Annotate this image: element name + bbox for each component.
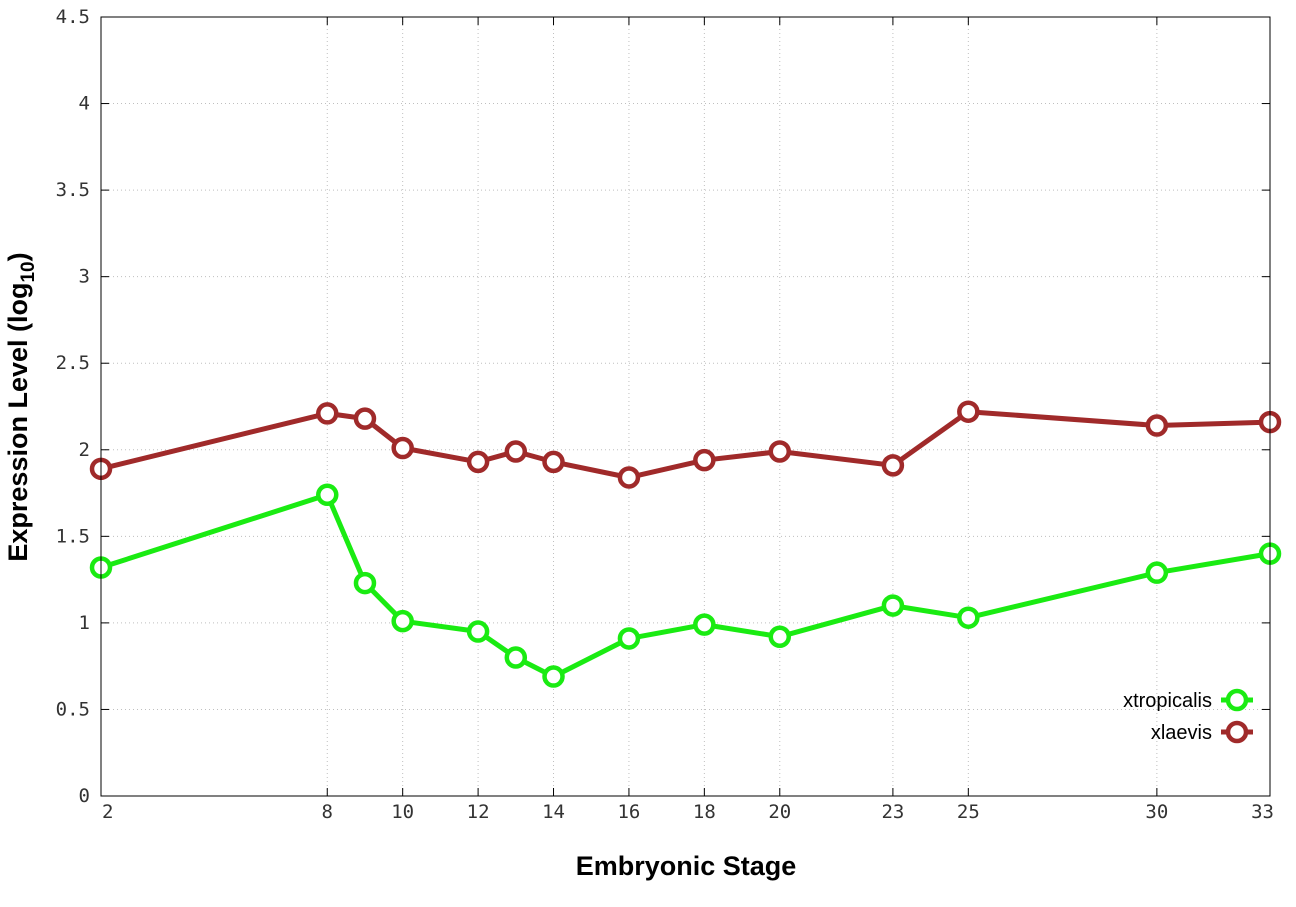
x-tick-label: 20 <box>768 801 791 823</box>
series-xtropicalis <box>89 483 1282 688</box>
legend-marker <box>1225 688 1249 712</box>
legend-marker <box>1225 720 1249 744</box>
x-axis-tick-labels: 2 8 10 12 14 16 18 20 23 25 30 33 <box>102 801 1274 823</box>
x-tick-label: 14 <box>542 801 565 823</box>
x-tick-label: 12 <box>467 801 490 823</box>
data-point <box>316 402 339 425</box>
legend: xtropicalis xlaevis <box>1123 688 1253 744</box>
data-point <box>504 440 528 463</box>
data-point <box>391 436 414 460</box>
y-tick-label: 4 <box>79 93 90 115</box>
data-point <box>542 665 565 688</box>
y-tick-label: 3.5 <box>56 179 90 201</box>
y-tick-label: 1 <box>79 612 90 634</box>
y-axis-tick-labels: 0 0.5 1 1.5 2 2.5 3 3.5 4 4.5 <box>56 6 90 807</box>
y-tick-label: 3 <box>79 266 90 288</box>
axis-ticks <box>100 16 1271 797</box>
data-point <box>353 407 377 430</box>
x-tick-label: 18 <box>693 801 716 823</box>
x-axis-title: Embryonic Stage <box>576 851 797 881</box>
data-point <box>881 454 905 477</box>
data-point <box>1145 414 1169 437</box>
y-tick-label: 2.5 <box>56 352 90 374</box>
data-point <box>1145 561 1169 584</box>
x-tick-label: 30 <box>1145 801 1168 823</box>
data-point <box>693 613 716 636</box>
data-point <box>881 594 905 617</box>
data-point <box>391 609 414 633</box>
y-tick-label: 0 <box>79 785 90 807</box>
x-tick-label: 23 <box>881 801 904 823</box>
x-tick-label: 2 <box>102 801 113 823</box>
y-tick-label: 1.5 <box>56 525 90 547</box>
x-tick-label: 25 <box>957 801 980 823</box>
plot-frame <box>100 16 1271 797</box>
data-point <box>617 627 641 650</box>
y-tick-label: 2 <box>79 439 90 461</box>
x-tick-label: 33 <box>1251 801 1274 823</box>
y-axis-title-main: Expression Level (log <box>3 283 33 562</box>
data-point <box>466 450 490 474</box>
legend-label: xlaevis <box>1151 722 1212 744</box>
y-axis-title-subscript: 10 <box>18 261 39 282</box>
x-tick-label: 10 <box>391 801 414 823</box>
legend-item: xlaevis <box>1151 720 1253 744</box>
data-point <box>957 606 980 629</box>
data-point <box>768 440 792 463</box>
x-tick-label: 16 <box>617 801 640 823</box>
legend-label: xtropicalis <box>1123 690 1212 712</box>
data-point <box>617 466 641 489</box>
data-point <box>504 646 528 669</box>
data-point <box>693 448 716 472</box>
series-line <box>100 409 1271 480</box>
series-line <box>100 492 1271 680</box>
data-point <box>957 400 980 423</box>
data-point <box>316 483 339 507</box>
data-point <box>768 625 792 648</box>
data-point <box>353 571 377 595</box>
series-layer <box>89 400 1282 688</box>
y-axis-title: Expression Level (log10) <box>3 252 39 561</box>
y-tick-label: 0.5 <box>56 698 90 720</box>
series-xlaevis <box>89 400 1282 489</box>
data-point <box>466 620 490 643</box>
x-tick-label: 8 <box>322 801 333 823</box>
data-point <box>542 450 565 474</box>
legend-item: xtropicalis <box>1123 688 1253 712</box>
grid <box>101 17 1270 796</box>
y-tick-label: 4.5 <box>56 6 90 28</box>
y-axis-title-close: ) <box>3 252 33 261</box>
